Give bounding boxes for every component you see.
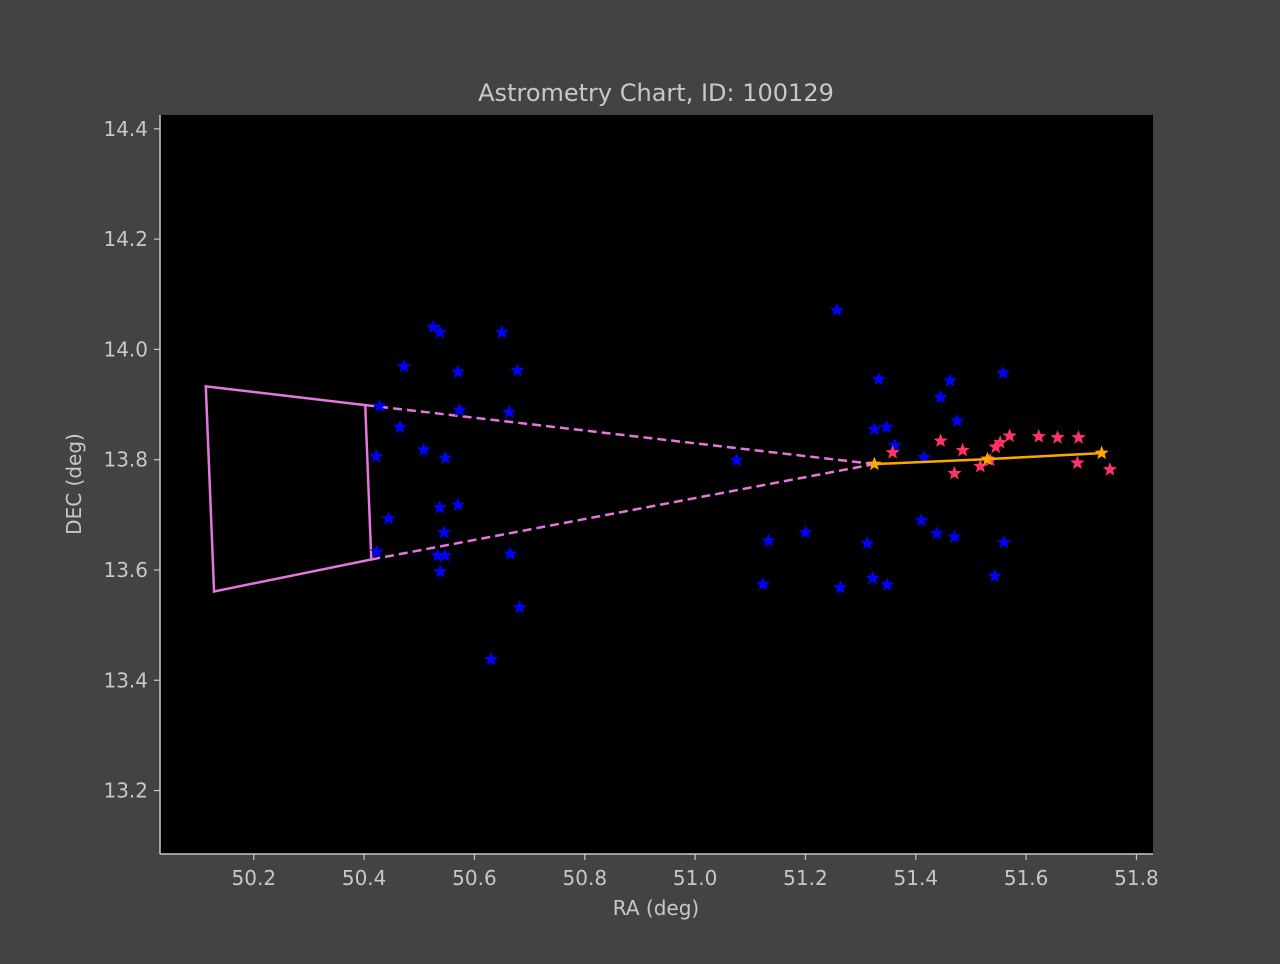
track-star-point: [1102, 462, 1118, 476]
track-star-point: [933, 433, 948, 447]
x-tick-label: 51.0: [673, 866, 718, 890]
track-line-point: [1094, 445, 1109, 460]
field-star-point: [433, 564, 448, 578]
field-star-point: [450, 497, 466, 511]
field-star-point: [761, 533, 776, 547]
field-star-point: [729, 452, 744, 467]
field-star-point: [950, 413, 965, 428]
x-axis-ticks: 50.2 50.4 50.6 50.8 51.0 51.2 51.4 51.6 51.8: [232, 854, 1159, 890]
field-star-point: [381, 511, 396, 525]
y-tick-label: 13.8: [103, 448, 148, 472]
field-of-view: [204, 384, 875, 594]
field-star-point: [483, 651, 499, 666]
field-star-point: [995, 365, 1011, 380]
x-tick-label: 50.6: [452, 866, 497, 890]
track-star-point: [1002, 428, 1017, 443]
field-star-point: [396, 358, 411, 373]
field-star-point: [865, 570, 880, 585]
field-star-point: [933, 389, 948, 404]
fov-ray: [371, 462, 875, 561]
data-marks: [369, 302, 1118, 666]
field-star-point: [430, 548, 445, 562]
field-star-point: [392, 419, 408, 434]
track-star-point: [1031, 429, 1046, 443]
track-star-point: [1070, 455, 1085, 470]
field-star-point: [438, 548, 453, 562]
field-star-point: [829, 302, 845, 317]
field-star-point: [914, 512, 929, 527]
field-star-point: [502, 404, 517, 419]
field-star-point: [369, 544, 384, 558]
field-star-point: [879, 419, 894, 434]
field-star-point: [512, 599, 527, 614]
y-axis-label: DEC (deg): [62, 433, 86, 535]
y-tick-label: 13.6: [103, 558, 148, 582]
field-star-point: [494, 324, 510, 339]
field-star-point: [887, 437, 902, 452]
field-star-point: [860, 536, 875, 550]
x-tick-label: 51.8: [1114, 866, 1159, 890]
field-star-point: [438, 450, 453, 465]
plot-area: [160, 115, 1153, 854]
field-star-point: [436, 524, 452, 539]
y-tick-label: 14.4: [103, 117, 148, 141]
track-star-point: [993, 435, 1008, 449]
track-star-point: [988, 439, 1003, 454]
field-star-point: [929, 526, 944, 540]
field-star-point: [452, 402, 467, 417]
field-star-point: [987, 568, 1002, 583]
field-star-point: [879, 577, 895, 591]
field-star-point: [369, 448, 384, 463]
field-star-point: [503, 546, 518, 561]
x-tick-label: 51.6: [1004, 866, 1049, 890]
track-line-point: [980, 451, 995, 466]
field-star-point: [798, 524, 813, 539]
track-star-point: [1050, 430, 1065, 444]
y-tick-label: 14.0: [103, 337, 148, 361]
field-star-point: [416, 442, 431, 456]
field-star-point: [867, 421, 882, 436]
field-star-point: [372, 398, 387, 413]
y-axis-ticks: 13.2 13.4 13.6 13.8 14.0 14.2 14.4: [103, 117, 160, 803]
y-tick-label: 14.2: [103, 227, 148, 251]
x-tick-label: 51.2: [783, 866, 828, 890]
x-tick-label: 50.8: [563, 866, 608, 890]
y-tick-label: 13.4: [103, 668, 148, 692]
x-axis-label: RA (deg): [613, 896, 699, 920]
x-tick-label: 50.4: [342, 866, 387, 890]
field-star-point: [833, 580, 848, 594]
field-star-point: [450, 364, 466, 379]
field-star-point: [432, 324, 447, 339]
track-star-point: [885, 445, 900, 459]
x-tick-label: 50.2: [232, 866, 277, 890]
track-star-point: [973, 458, 988, 473]
fov-ray: [365, 403, 875, 466]
field-star-point: [425, 319, 441, 334]
chart-title: Astrometry Chart, ID: 100129: [478, 79, 834, 107]
field-star-point: [996, 534, 1012, 549]
track-star-point: [955, 442, 970, 457]
track-star-point: [1071, 430, 1086, 444]
x-tick-label: 51.4: [894, 866, 939, 890]
field-star-point: [755, 576, 771, 591]
track-line-point: [867, 456, 882, 471]
field-star-point: [947, 529, 962, 543]
field-star-point: [871, 371, 886, 386]
track-star-point: [947, 465, 962, 480]
field-star-point: [432, 500, 447, 514]
y-tick-label: 13.2: [103, 779, 148, 803]
field-star-point: [510, 362, 525, 377]
field-star-point: [916, 449, 932, 464]
field-star-point: [942, 373, 958, 387]
